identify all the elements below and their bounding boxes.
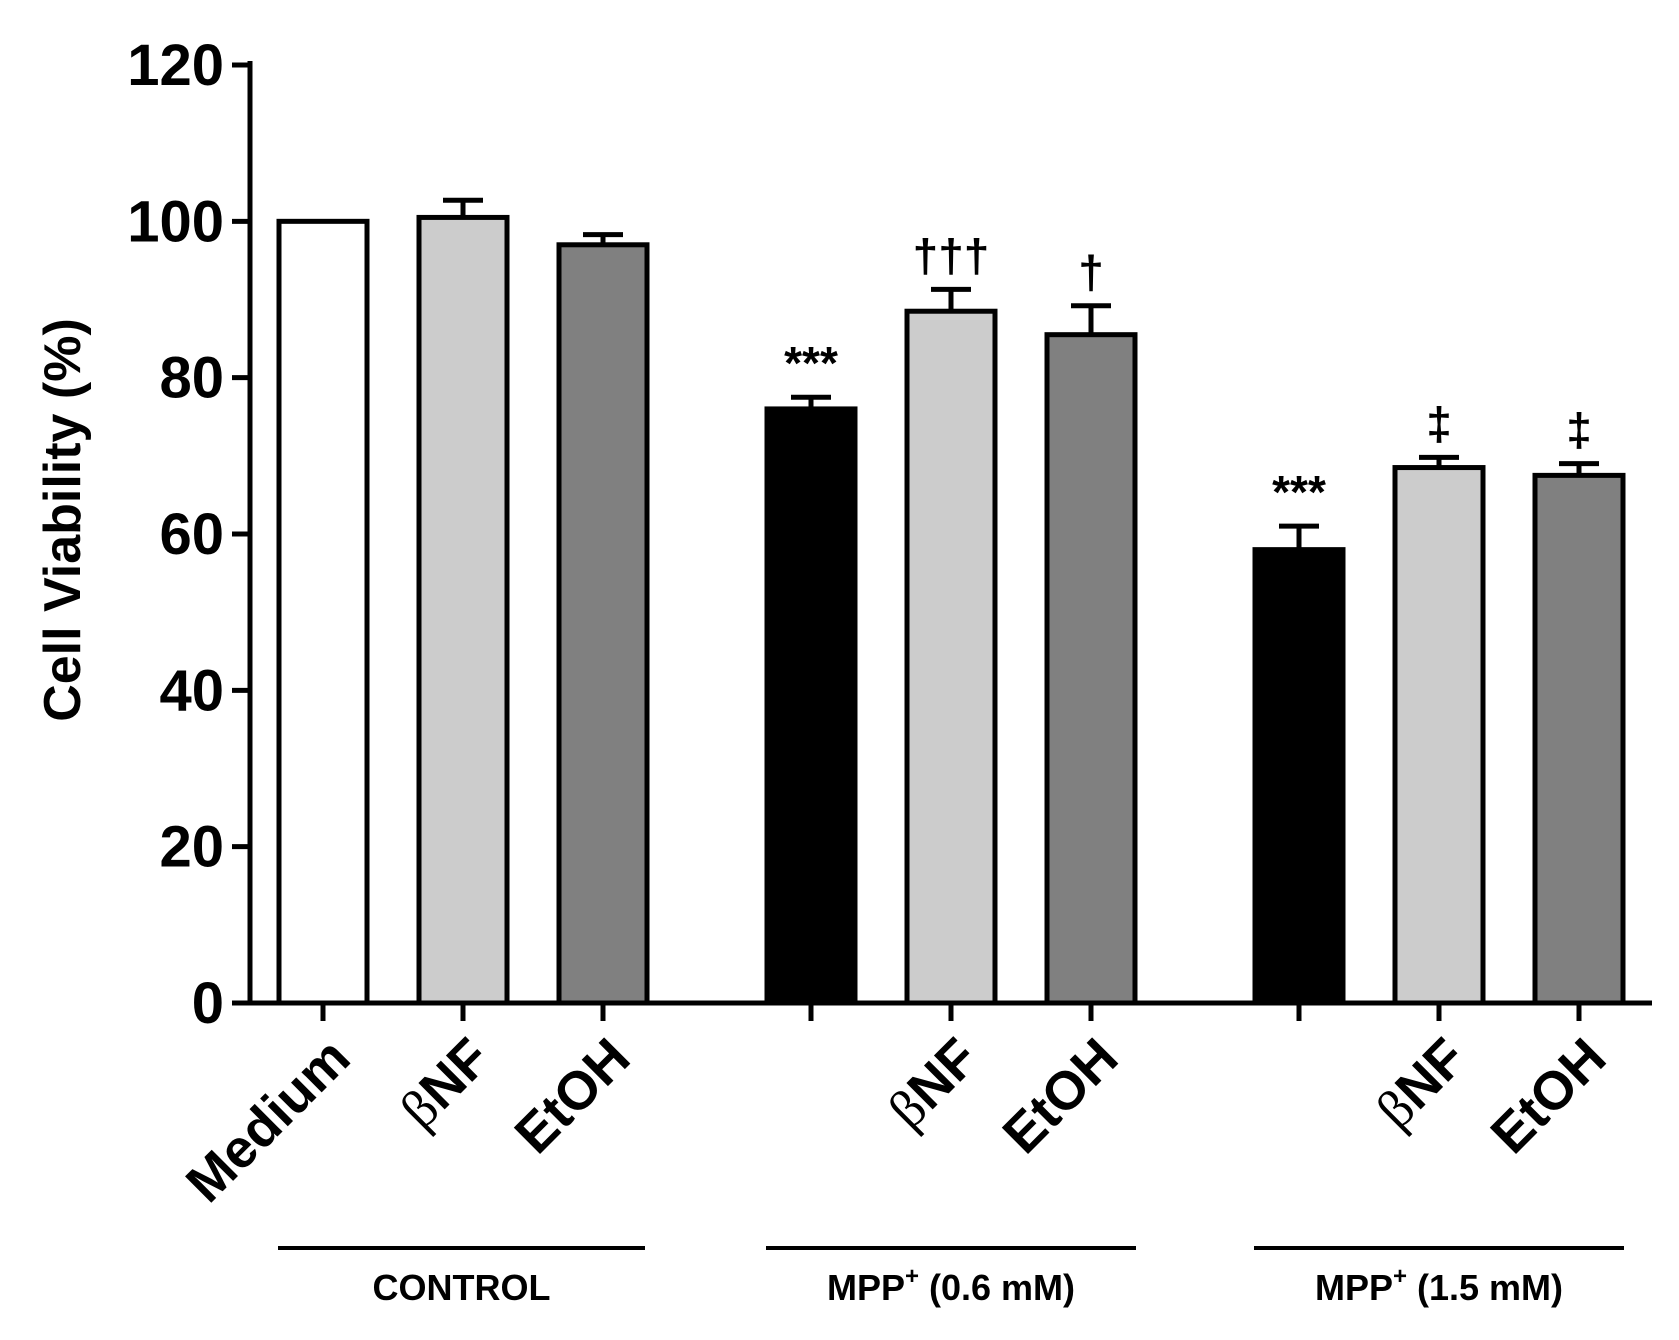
- bar: [904, 308, 998, 1006]
- y-tick-label: 20: [159, 815, 224, 880]
- significance-annotation: ‡: [1566, 404, 1592, 456]
- group-label-main: MPP: [1315, 1267, 1393, 1308]
- bar: [416, 214, 510, 1006]
- x-tick-label-text: EtOH: [504, 1027, 642, 1165]
- group-label-superscript: +: [1393, 1263, 1407, 1290]
- x-tick-label: βNF: [389, 1027, 502, 1140]
- x-tick-label: βNF: [1365, 1027, 1478, 1140]
- significance-annotation: ***: [784, 337, 838, 389]
- group-label: CONTROL: [373, 1267, 551, 1308]
- group-label-rest: (1.5 mM): [1407, 1267, 1563, 1308]
- group-label-rest: (0.6 mM): [919, 1267, 1075, 1308]
- bar: [1044, 332, 1138, 1006]
- x-tick-label: EtOH: [1480, 1027, 1618, 1165]
- group-label: MPP+ (0.6 mM): [827, 1263, 1075, 1308]
- bar: [764, 406, 858, 1006]
- group-label: MPP+ (1.5 mM): [1315, 1263, 1563, 1308]
- group-label-main: MPP: [827, 1267, 905, 1308]
- x-tick-label-text: EtOH: [992, 1027, 1130, 1165]
- group-label-superscript: +: [905, 1263, 919, 1290]
- bar: [556, 242, 650, 1006]
- y-tick-label: 60: [159, 502, 224, 567]
- y-tick-label: 40: [159, 658, 224, 723]
- x-tick-label: EtOH: [992, 1027, 1130, 1165]
- significance-annotation: ‡: [1426, 397, 1452, 449]
- x-tick-label: EtOH: [504, 1027, 642, 1165]
- bar: [1532, 472, 1626, 1006]
- group-label-main: CONTROL: [373, 1267, 551, 1308]
- bar: [1392, 465, 1486, 1006]
- y-tick-label: 80: [159, 346, 224, 411]
- x-tick-label: Medium: [175, 1027, 362, 1214]
- y-tick-label: 120: [127, 33, 224, 98]
- significance-annotation: †: [1078, 246, 1104, 298]
- x-tick-label-text: Medium: [175, 1027, 362, 1214]
- significance-annotation: †††: [913, 229, 990, 281]
- significance-annotation: ***: [1272, 466, 1326, 518]
- y-tick-label: 0: [192, 971, 224, 1036]
- x-tick-label-text: EtOH: [1480, 1027, 1618, 1165]
- y-axis-label: Cell Viability (%): [34, 318, 92, 722]
- x-tick-label: βNF: [877, 1027, 990, 1140]
- bar: [276, 218, 370, 1006]
- y-tick-label: 100: [127, 189, 224, 254]
- bar: [1252, 547, 1346, 1006]
